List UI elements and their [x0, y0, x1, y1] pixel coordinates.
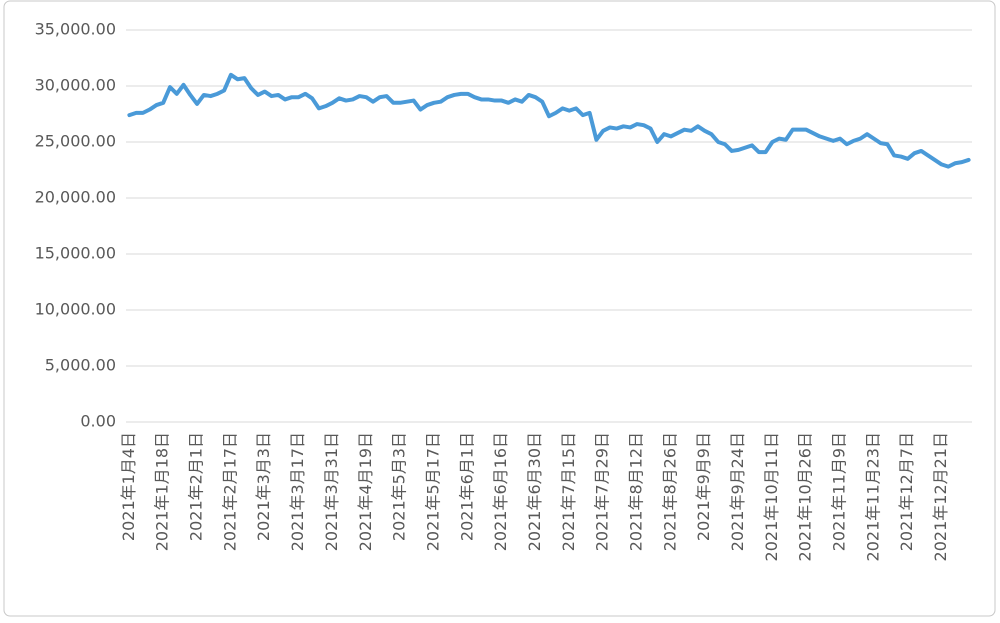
- x-tick-label: 2021年6月16日: [491, 432, 510, 551]
- x-tick-label: 2021年8月26日: [660, 432, 679, 551]
- data-line: [127, 72, 971, 169]
- x-tick-label: 2021年2月17日: [220, 432, 239, 551]
- y-tick-label: 25,000.00: [35, 132, 116, 151]
- x-tick-label: 2021年3月3日: [254, 432, 273, 541]
- x-tick-label: 2021年7月15日: [559, 432, 578, 551]
- chart-frame: [3, 0, 996, 617]
- x-tick-label: 2021年2月1日: [187, 432, 206, 541]
- x-tick-label: 2021年5月17日: [423, 432, 442, 551]
- x-tick-label: 2021年12月7日: [897, 432, 916, 551]
- x-tick-label: 2021年10月11日: [762, 432, 781, 561]
- x-tick-label: 2021年5月3日: [390, 432, 409, 541]
- x-tick-label: 2021年1月18日: [153, 432, 172, 551]
- y-tick-label: 20,000.00: [35, 188, 116, 207]
- x-tick-label: 2021年12月21日: [931, 432, 950, 561]
- x-tick-label: 2021年6月1日: [457, 432, 476, 541]
- x-tick-label: 2021年4月19日: [356, 432, 375, 551]
- x-tick-label: 2021年3月31日: [322, 432, 341, 551]
- x-tick-label: 2021年3月17日: [288, 432, 307, 551]
- x-tick-label: 2021年1月4日: [119, 432, 138, 541]
- y-tick-label: 10,000.00: [35, 300, 116, 319]
- y-tick-label: 5,000.00: [45, 356, 116, 375]
- x-tick-label: 2021年11月23日: [863, 432, 882, 561]
- x-tick-label: 2021年6月30日: [525, 432, 544, 551]
- y-tick-label: 0.00: [80, 412, 116, 431]
- x-tick-label: 2021年8月12日: [626, 432, 645, 551]
- y-tick-label: 35,000.00: [35, 20, 116, 39]
- x-tick-label: 2021年11月9日: [830, 432, 849, 551]
- x-tick-label: 2021年7月29日: [593, 432, 612, 551]
- y-tick-label: 30,000.00: [35, 76, 116, 95]
- x-tick-label: 2021年9月24日: [728, 432, 747, 551]
- x-tick-label: 2021年9月9日: [694, 432, 713, 541]
- y-tick-label: 15,000.00: [35, 244, 116, 263]
- x-tick-label: 2021年10月26日: [796, 432, 815, 561]
